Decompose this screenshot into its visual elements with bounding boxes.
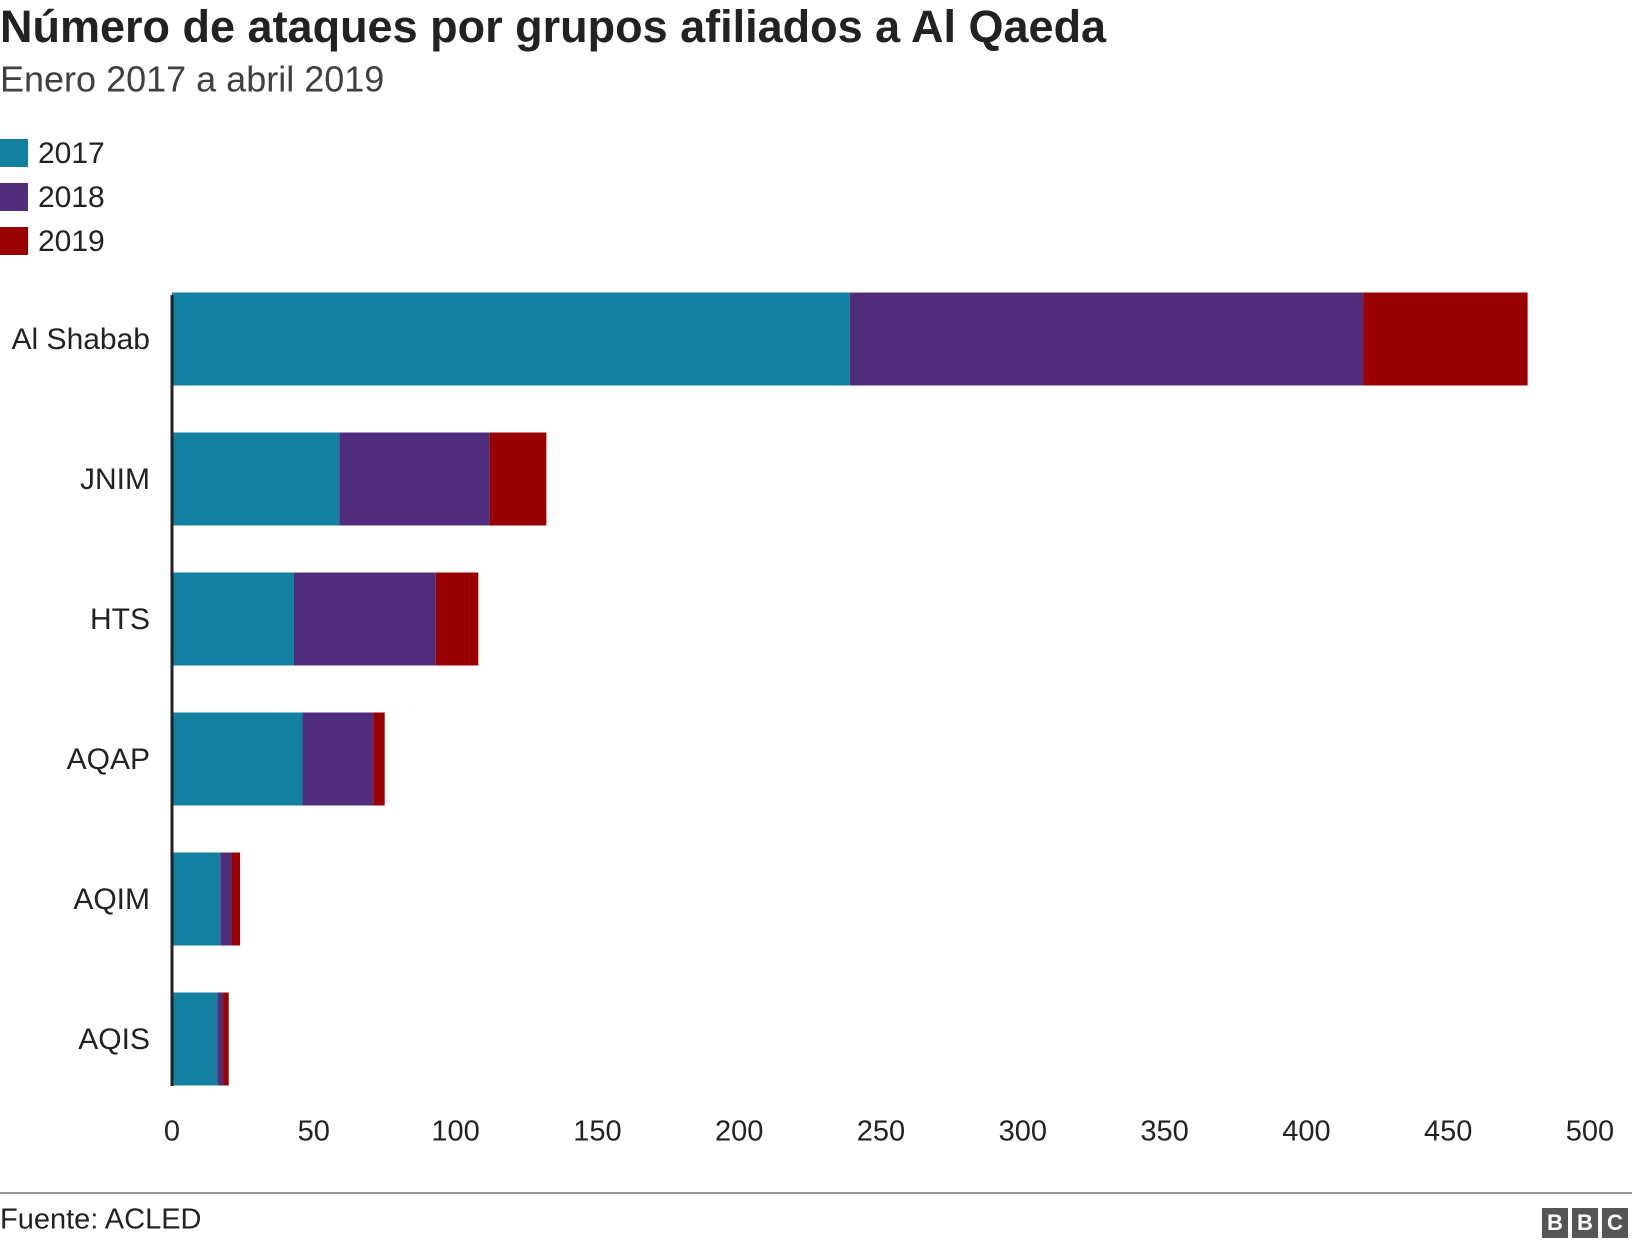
x-tick-label: 400 [1282, 1116, 1330, 1148]
y-tick-label: Al Shabab [12, 323, 150, 356]
bar-segment [172, 292, 850, 386]
bar-segment [302, 712, 374, 806]
legend-label: 2019 [38, 225, 105, 258]
bar-segment [435, 572, 479, 666]
x-tick-label: 0 [164, 1116, 180, 1148]
x-tick-label: 300 [999, 1116, 1047, 1148]
logo-letter: C [1607, 1210, 1623, 1235]
source: Fuente: ACLED [0, 1204, 202, 1236]
bar-segment [373, 712, 385, 806]
y-tick-label: AQAP [67, 743, 150, 776]
bar-segment [172, 852, 221, 946]
legend-swatch [0, 183, 28, 211]
bar-segment [231, 852, 241, 946]
chart-title: Número de ataques por grupos afiliados a… [0, 1, 1107, 52]
y-tick-label: AQIM [73, 883, 150, 916]
legend-label: 2017 [38, 137, 105, 170]
logo-letter: B [1577, 1210, 1593, 1235]
bar-segment [849, 292, 1364, 386]
bar-segment [223, 992, 229, 1086]
legend-swatch [0, 227, 28, 255]
x-tick-label: 250 [857, 1116, 905, 1148]
x-tick-label: 150 [573, 1116, 621, 1148]
bar-segment [172, 432, 340, 526]
bar-segment [489, 432, 547, 526]
logo-box [1572, 1208, 1598, 1238]
x-tick-label: 100 [431, 1116, 479, 1148]
chart-subtitle: Enero 2017 a abril 2019 [0, 59, 384, 100]
x-tick-label: 350 [1140, 1116, 1188, 1148]
logo-letter: B [1547, 1210, 1563, 1235]
bar-segment [1363, 292, 1528, 386]
bar-segment [220, 852, 232, 946]
bar-segment [172, 992, 218, 1086]
logo-box [1602, 1208, 1628, 1238]
bar-segment [172, 712, 303, 806]
x-tick-label: 50 [298, 1116, 330, 1148]
legend-label: 2018 [38, 181, 105, 214]
bar-segment [172, 572, 294, 666]
y-tick-label: JNIM [80, 463, 150, 496]
bar-segment [339, 432, 490, 526]
y-tick-label: HTS [90, 603, 150, 636]
x-tick-label: 200 [715, 1116, 763, 1148]
x-tick-label: 500 [1566, 1116, 1614, 1148]
logo-box [1542, 1208, 1568, 1238]
legend-swatch [0, 139, 28, 167]
bar-segment [293, 572, 436, 666]
bar-segment [217, 992, 224, 1086]
y-tick-label: AQIS [78, 1023, 150, 1056]
x-tick-label: 450 [1424, 1116, 1472, 1148]
